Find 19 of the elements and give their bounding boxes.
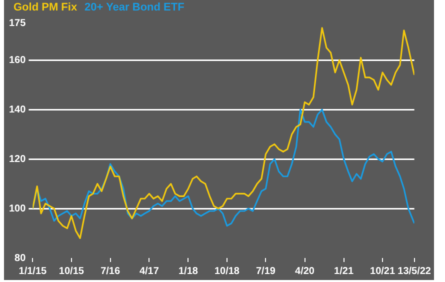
- x-tick-label: 10/21: [370, 266, 396, 277]
- x-tick-label: 4/20: [295, 266, 315, 277]
- x-tick-label: 4/17: [139, 266, 160, 277]
- y-tick-label: 160: [8, 54, 26, 66]
- y-tick-label: 120: [8, 154, 26, 165]
- y-tick-label: 100: [8, 203, 26, 214]
- x-tick-label: 1/1/15: [18, 266, 48, 277]
- x-tick-label: 7/16: [100, 266, 120, 277]
- text: 20+ Year Bond ETF: [84, 2, 185, 14]
- x-tick-label: 1/21: [334, 266, 354, 277]
- y-tick-label: 175: [8, 18, 26, 29]
- x-tick-label: 1/18: [178, 266, 198, 277]
- text: Gold PM Fix: [14, 2, 78, 14]
- x-tick-label: 13/5/22: [398, 266, 432, 277]
- x-tick-label: 10/15: [58, 266, 84, 277]
- x-tick-label: 7/19: [256, 266, 276, 277]
- y-tick-label: 140: [8, 104, 26, 116]
- x-tick-label: 10/18: [214, 266, 240, 277]
- y-tick-label: 80: [14, 252, 26, 264]
